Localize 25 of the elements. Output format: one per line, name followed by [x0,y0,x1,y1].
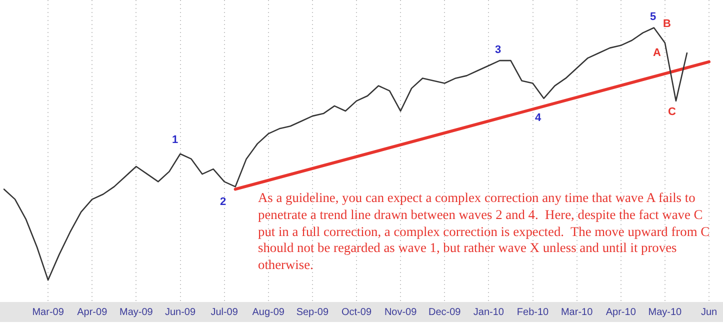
x-tick-label: Jun [700,306,718,318]
x-tick-label: Apr-09 [77,306,108,318]
x-tick-label: May-10 [648,306,682,318]
annotation: As a guideline, you can expect a complex correction any time that wave A fails to penetrate a trend line drawn between waves 2 and 4. Here, despite the fact wave C put in a full correction, a complex correction is expected. The move upward from C should not be regarded as wave 1, but rather wave X unless and until it proves otherwise. [258,190,710,274]
annotation: 2 [220,196,226,208]
text: 5 [650,11,656,23]
x-tick-label: Dec-09 [428,306,462,318]
annotation: B [663,18,671,30]
annotation: 4 [534,112,542,124]
x-tick-label: Mar-10 [560,306,594,318]
x-tick-label: Nov-09 [384,306,418,318]
x-tick-label: May-09 [120,306,154,318]
x-tick-label: Sep-09 [296,306,329,318]
annotation: 1 [172,134,178,146]
annotation: A [653,47,661,59]
x-tick-label: Jun-09 [164,306,196,318]
annotation: C [668,106,676,118]
annotation: 3 [494,44,502,56]
x-tick-label: Jan-10 [473,306,504,318]
x-tick-label: Apr-10 [606,306,636,318]
x-tick-label: Aug-09 [252,306,285,318]
x-tick-label: Feb-10 [516,306,550,318]
x-tick-label: Jul-09 [210,306,238,318]
x-tick-label: Mar-09 [32,306,64,318]
x-tick-label: Oct-09 [341,306,372,318]
